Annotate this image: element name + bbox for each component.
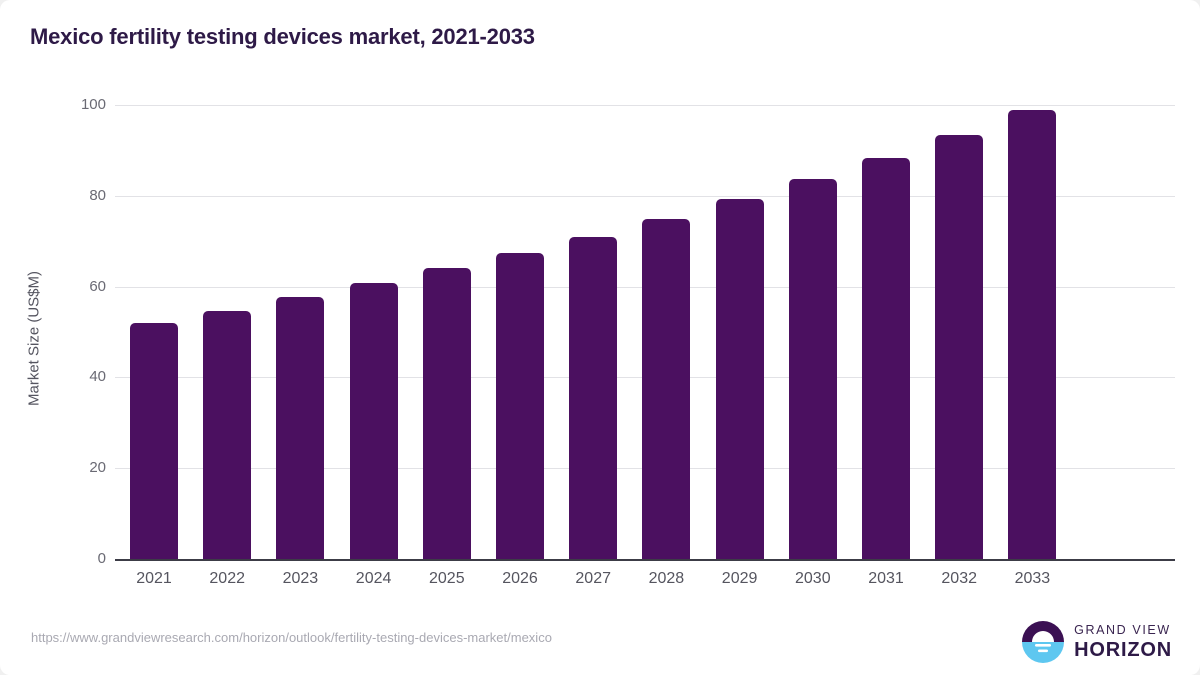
bar[interactable] [203,311,252,559]
x-axis-line [115,559,1175,561]
x-axis-tick-label: 2030 [795,570,831,587]
bar[interactable] [788,179,837,559]
bar[interactable] [1008,109,1057,559]
source-url[interactable]: https://www.grandviewresearch.com/horizo… [31,630,552,645]
bar[interactable] [935,134,984,559]
x-axis-tick-label: 2027 [575,570,611,587]
y-axis-tick-label: 20 [89,459,106,477]
y-axis-tick-label: 60 [89,277,106,295]
x-axis-tick-label: 2032 [941,570,977,587]
brand-logo-text: GRAND VIEW HORIZON [1074,624,1172,661]
gridline [115,105,1175,106]
x-axis-tick-label: 2031 [868,570,904,587]
grand-view-horizon-sun-circle-icon [1022,621,1065,663]
y-axis-title: Market Size (US$M) [25,270,43,407]
page-title: Mexico fertility testing devices market,… [30,24,535,49]
brand-logo: GRAND VIEW HORIZON [1021,620,1172,664]
bar[interactable] [862,158,910,559]
bar[interactable] [130,323,178,559]
x-axis-tick-label: 2023 [282,570,319,587]
bar[interactable] [349,282,398,559]
x-axis-tick-label: 2026 [502,570,538,587]
bar[interactable] [715,199,764,559]
y-axis-tick-label: 80 [89,186,106,204]
x-axis-tick-label: 2033 [1014,570,1051,587]
x-axis-tick-label: 2028 [648,570,685,587]
x-axis-tick-label: 2025 [429,570,465,587]
brand-logo-line1: GRAND VIEW [1074,622,1171,637]
y-axis-tick-label: 0 [97,550,106,567]
x-axis-tick-label: 2029 [721,570,758,587]
brand-logo-line2: HORIZON [1074,639,1172,662]
y-axis-tick-label: 100 [80,96,106,113]
gridline [115,195,1175,197]
bar[interactable] [642,218,691,559]
bar[interactable] [422,267,471,559]
bar[interactable] [496,253,544,559]
x-axis-tick-label: 2021 [136,570,172,587]
x-axis-tick-label: 2024 [355,570,392,587]
bar[interactable] [569,236,618,559]
y-axis-tick-label: 40 [89,368,106,386]
bar[interactable] [276,297,325,559]
x-axis-tick-label: 2022 [209,570,245,587]
